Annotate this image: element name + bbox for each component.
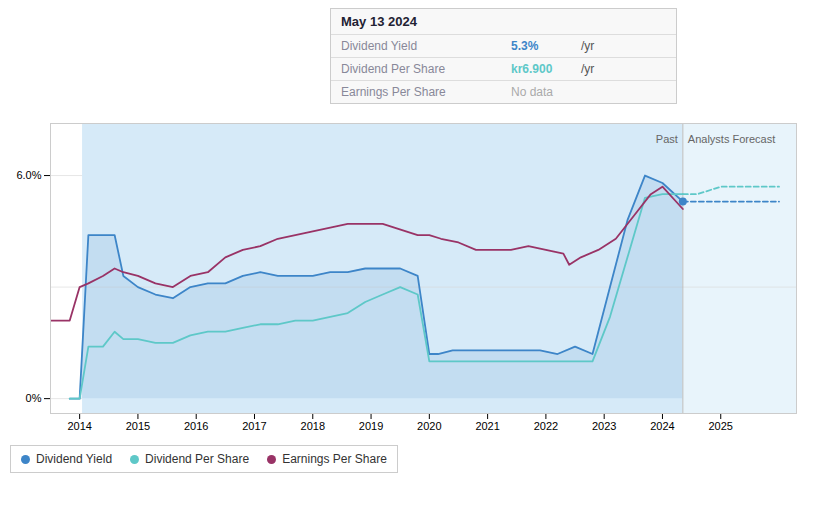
svg-text:2016: 2016 xyxy=(184,420,208,432)
html-text:Earnings Per Share: Earnings Per Share xyxy=(282,452,387,466)
svg-text:6.0%: 6.0% xyxy=(16,169,41,181)
html-text:Dividend Yield: Dividend Yield xyxy=(36,452,113,466)
svg-text:2017: 2017 xyxy=(242,420,266,432)
svg-text:2014: 2014 xyxy=(67,420,91,432)
html-text:5.3%: 5.3% xyxy=(511,39,539,53)
svg-text:Analysts Forecast: Analysts Forecast xyxy=(688,133,775,145)
html-text:/yr: /yr xyxy=(581,62,595,76)
svg-text:2025: 2025 xyxy=(708,420,732,432)
svg-text:2020: 2020 xyxy=(417,420,441,432)
svg-text:2015: 2015 xyxy=(126,420,150,432)
svg-text:0%: 0% xyxy=(26,392,42,404)
html-text:Dividend Per Share: Dividend Per Share xyxy=(341,62,446,76)
svg-text:2018: 2018 xyxy=(301,420,325,432)
svg-text:Past: Past xyxy=(656,133,678,145)
html-text:Dividend Per Share: Dividend Per Share xyxy=(145,452,250,466)
svg-text:2021: 2021 xyxy=(475,420,499,432)
html-text:Earnings Per Share: Earnings Per Share xyxy=(341,85,446,99)
svg-text:2023: 2023 xyxy=(592,420,616,432)
html-text:kr6.900: kr6.900 xyxy=(511,62,553,76)
svg-text:2024: 2024 xyxy=(650,420,674,432)
svg-text:2019: 2019 xyxy=(359,420,383,432)
html-text:May 13 2024: May 13 2024 xyxy=(341,14,417,29)
html-text:/yr: /yr xyxy=(581,39,595,53)
html-text:Dividend Yield: Dividend Yield xyxy=(341,39,418,53)
html-text:No data: No data xyxy=(511,85,553,99)
svg-text:2022: 2022 xyxy=(534,420,558,432)
